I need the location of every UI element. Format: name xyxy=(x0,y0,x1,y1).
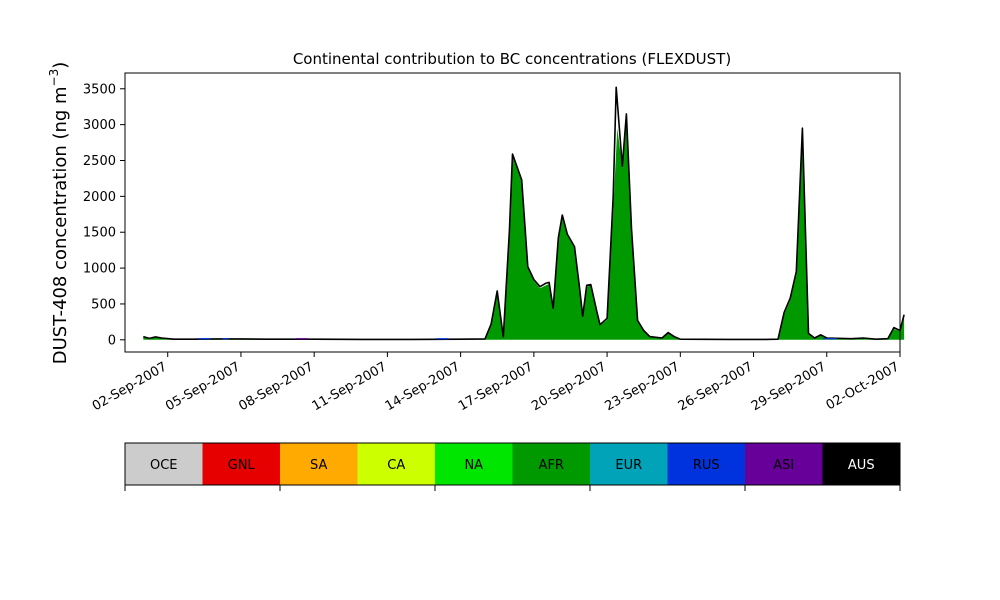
legend-swatch-oce xyxy=(125,443,203,485)
legend-label-gnl: GNL xyxy=(228,458,256,473)
legend-swatch-ca xyxy=(357,443,435,485)
series-line-aus xyxy=(143,86,905,341)
y-axis-label-sup: −3 xyxy=(47,69,61,87)
x-tick-label: 17-Sep-2007 xyxy=(456,359,536,414)
x-tick-label: 23-Sep-2007 xyxy=(602,359,682,414)
series-area-afr xyxy=(143,117,905,340)
legend-label-eur: EUR xyxy=(615,458,642,473)
legend-label-sa: SA xyxy=(310,458,327,473)
x-tick-label: 14-Sep-2007 xyxy=(383,359,463,414)
legend-label-rus: RUS xyxy=(693,458,720,473)
legend-swatch-eur xyxy=(590,443,668,485)
legend-swatch-sa xyxy=(280,443,358,485)
y-tick-label: 3500 xyxy=(83,82,116,97)
y-axis-label-main: DUST-408 concentration (ng m xyxy=(50,86,71,364)
legend-swatch-na xyxy=(435,443,513,485)
y-tick-label: 3000 xyxy=(83,118,116,133)
x-tick-label: 26-Sep-2007 xyxy=(676,359,756,414)
svg-text:DUST-408 concentration (ng m−3: DUST-408 concentration (ng m−3) xyxy=(47,62,71,365)
legend-label-ca: CA xyxy=(387,458,405,473)
legend-swatch-aus xyxy=(822,443,900,485)
x-tick-label: 29-Sep-2007 xyxy=(749,359,829,414)
legend-label-oce: OCE xyxy=(150,458,178,473)
x-tick-label: 02-Sep-2007 xyxy=(90,359,170,414)
chart-title: Continental contribution to BC concentra… xyxy=(293,50,731,68)
x-tick-label: 08-Sep-2007 xyxy=(236,359,316,414)
legend-label-aus: AUS xyxy=(848,458,875,473)
y-axis: 0 500 1000 1500 2000 2500 3000 3500 xyxy=(83,82,125,348)
plot-area xyxy=(143,86,905,341)
y-tick-label: 1000 xyxy=(83,262,116,277)
x-tick-label: 02-Oct-2007 xyxy=(824,359,902,413)
y-tick-label: 1500 xyxy=(83,226,116,241)
legend-label-na: NA xyxy=(464,458,483,473)
legend-frame xyxy=(124,442,901,486)
x-tick-label: 11-Sep-2007 xyxy=(310,359,390,414)
legend: OCE GNL SA CA NA AFR EUR RUS ASI AUS xyxy=(124,442,901,491)
plot-frame xyxy=(124,72,901,353)
y-axis-label-close: ) xyxy=(50,62,71,69)
legend-label-asi: ASI xyxy=(773,458,794,473)
y-tick-label: 500 xyxy=(91,297,116,312)
legend-label-afr: AFR xyxy=(539,458,564,473)
x-axis: 02-Sep-200705-Sep-200708-Sep-200711-Sep-… xyxy=(90,352,902,414)
x-tick-label: 20-Sep-2007 xyxy=(529,359,609,414)
x-tick-label: 05-Sep-2007 xyxy=(163,359,243,414)
legend-swatch-gnl xyxy=(202,443,280,485)
y-tick-label: 2500 xyxy=(83,154,116,169)
y-tick-label: 2000 xyxy=(83,190,116,205)
y-tick-label: 0 xyxy=(108,333,116,348)
legend-swatch-afr xyxy=(512,443,590,485)
y-axis-label: DUST-408 concentration (ng m−3) xyxy=(47,62,71,365)
legend-swatch-rus xyxy=(667,443,745,485)
legend-swatch-asi xyxy=(745,443,823,485)
